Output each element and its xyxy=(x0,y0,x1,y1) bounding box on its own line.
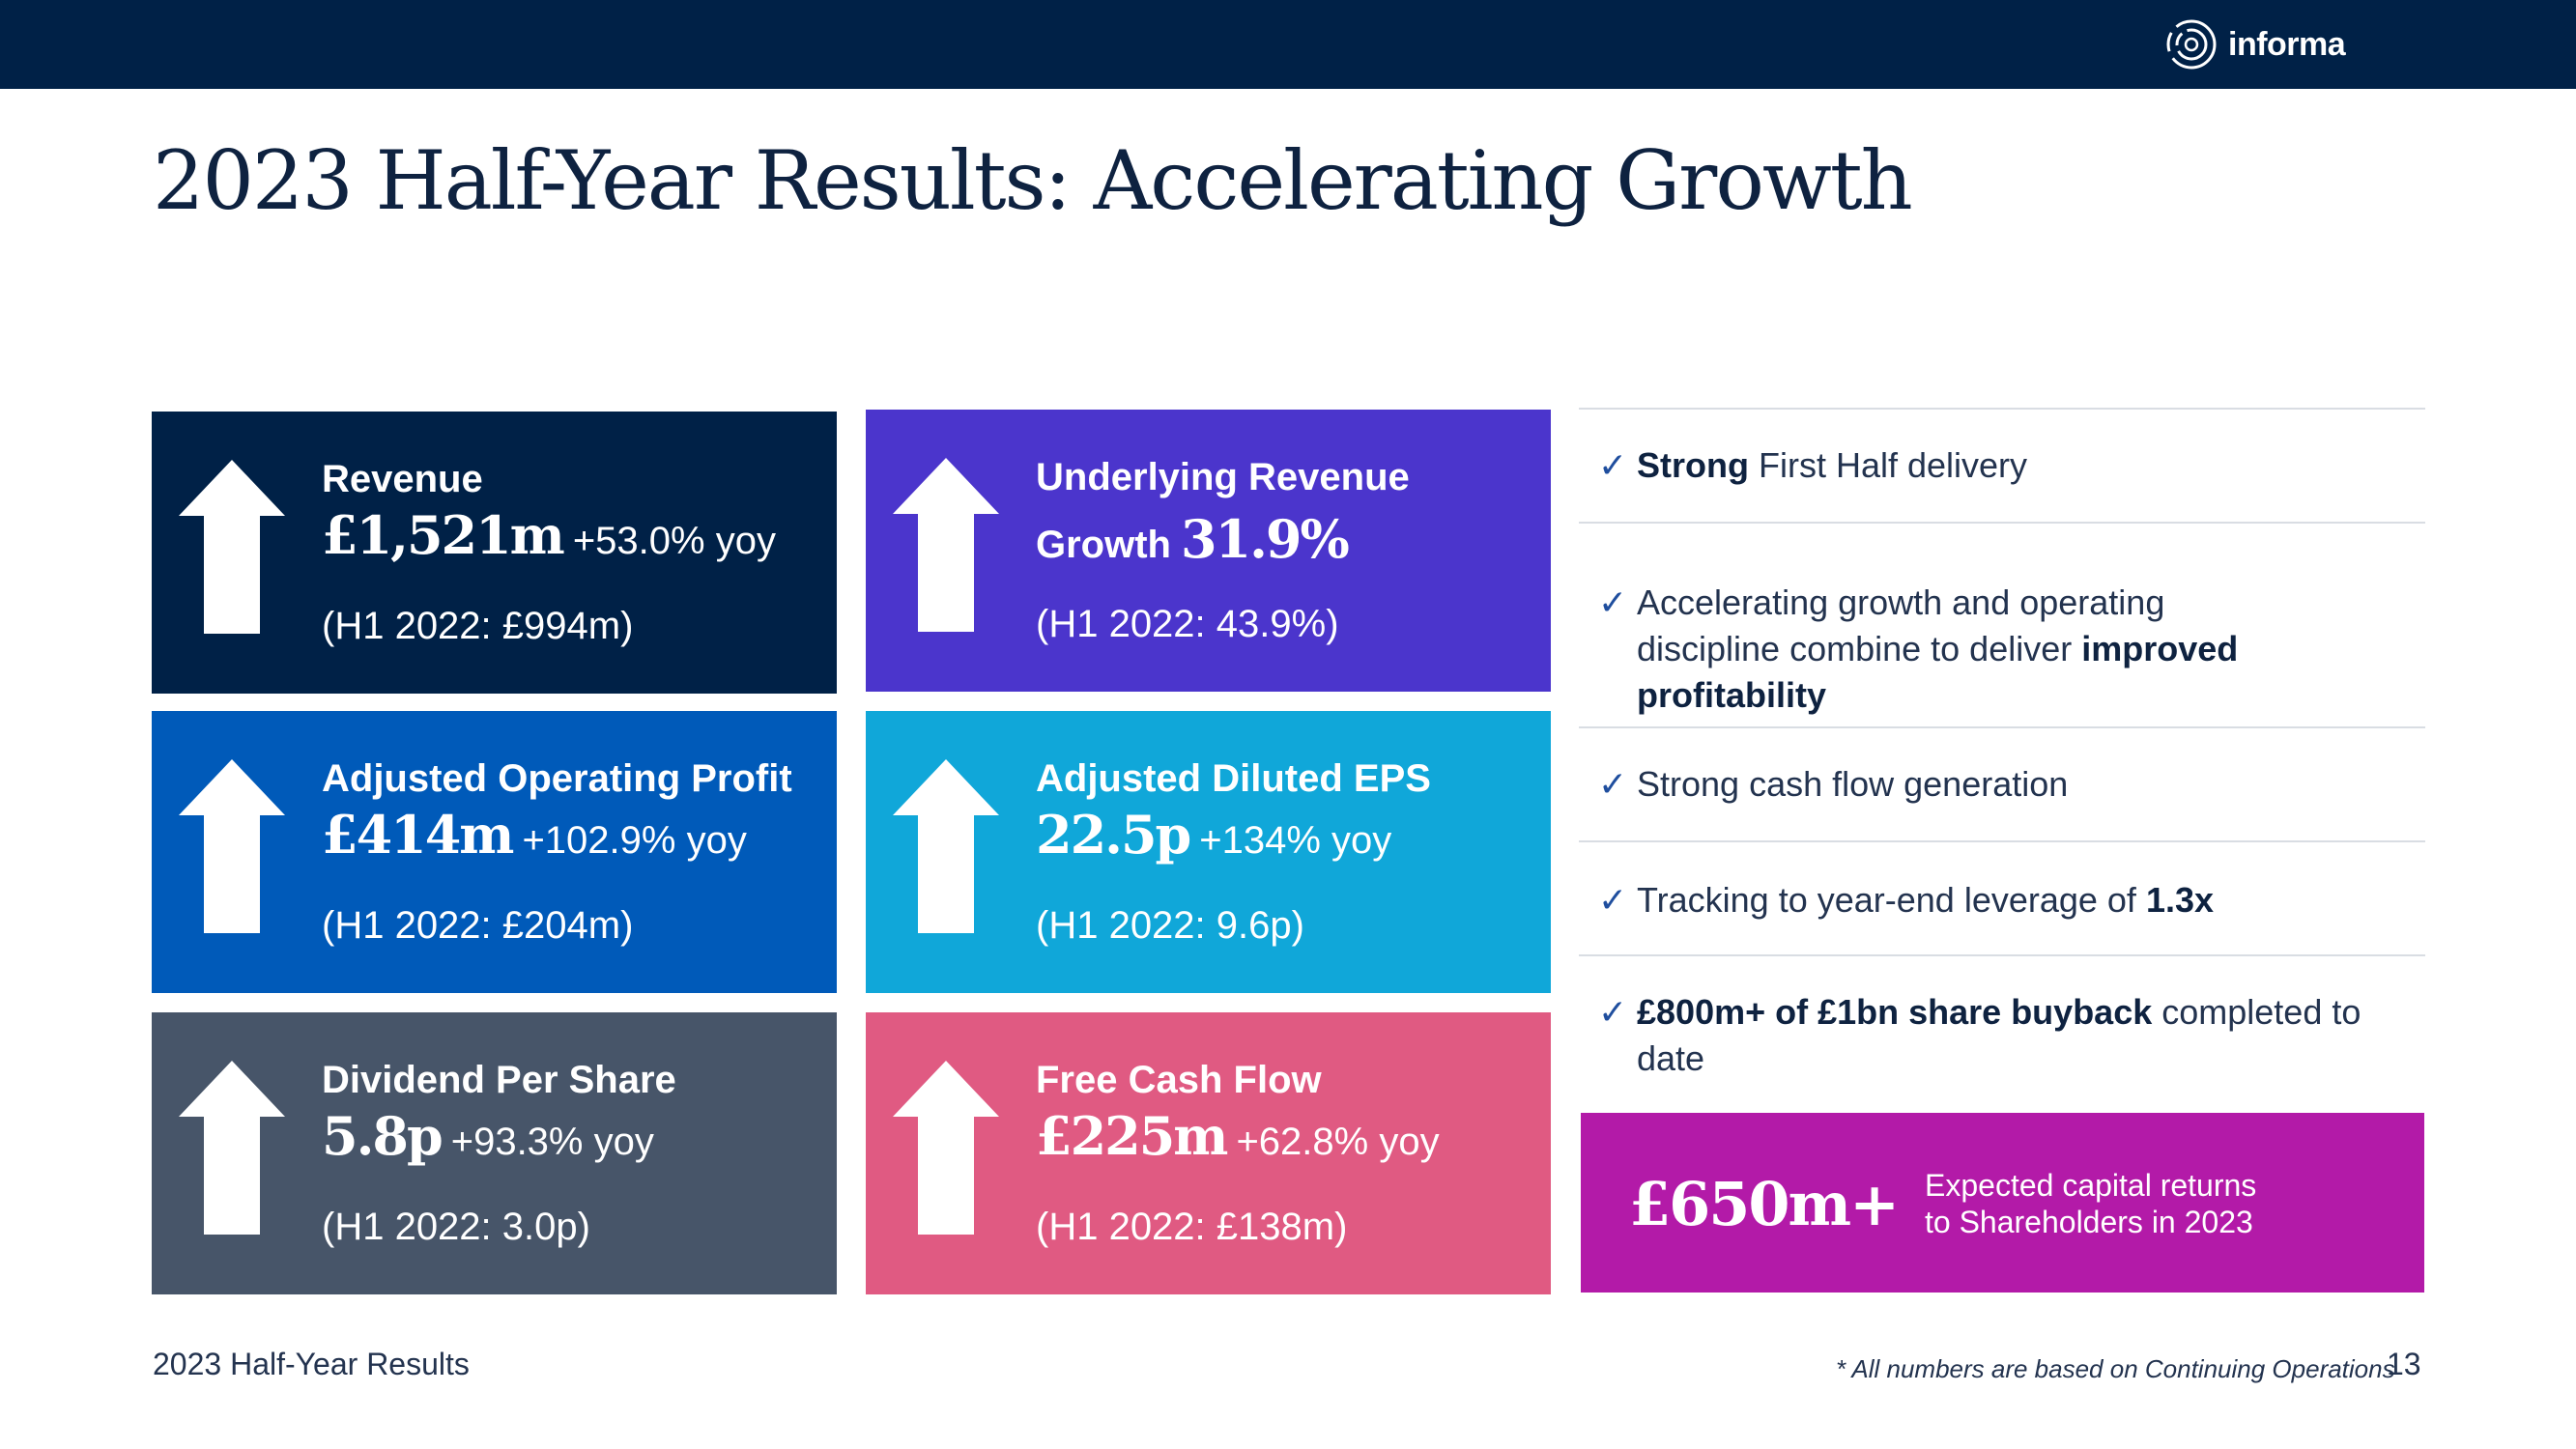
tile-label: Adjusted Diluted EPS xyxy=(1036,757,1431,800)
tile-revenue: Revenue £1,521m +53.0% yoy (H1 2022: £994… xyxy=(152,412,837,694)
check-bold: Strong xyxy=(1637,445,1749,485)
tile-prior: (H1 2022: £204m) xyxy=(322,904,634,947)
check-bold: 1.3x xyxy=(2145,880,2215,920)
page-number: 13 xyxy=(2387,1347,2421,1381)
divider xyxy=(1579,522,2425,524)
footer-title: 2023 Half-Year Results xyxy=(153,1347,470,1381)
tile-prior: (H1 2022: 43.9%) xyxy=(1036,603,1339,645)
highlight-description: Expected capital returns to Shareholders… xyxy=(1925,1167,2408,1240)
highlight-desc-line: to Shareholders in 2023 xyxy=(1925,1205,2253,1239)
tile-value: 31.9% xyxy=(1180,508,1350,570)
top-bar: informa xyxy=(0,0,2576,89)
up-arrow-icon xyxy=(179,460,285,634)
tile-value-line: £225m +62.8% yoy xyxy=(1036,1105,1440,1167)
check-pre: Tracking to year-end leverage of xyxy=(1637,880,2146,920)
tile-underlying-revenue-growth: Underlying Revenue Growth 31.9% (H1 2022:… xyxy=(866,410,1551,692)
check-text: Tracking to year-end leverage of 1.3x xyxy=(1637,877,2429,923)
divider xyxy=(1579,408,2425,410)
tile-prior: (H1 2022: £994m) xyxy=(322,605,634,647)
tile-prior: (H1 2022: £138m) xyxy=(1036,1206,1348,1248)
check-rest: completed to date xyxy=(1637,992,2361,1078)
tile-label: Free Cash Flow xyxy=(1036,1059,1322,1101)
tile-adjusted-diluted-eps: Adjusted Diluted EPS 22.5p +134% yoy (H1 … xyxy=(866,711,1551,993)
tile-yoy: +134% yoy xyxy=(1199,819,1392,862)
tile-label-continued: Growth 31.9% xyxy=(1036,508,1350,570)
tile-adjusted-operating-profit: Adjusted Operating Profit £414m +102.9% y… xyxy=(152,711,837,993)
up-arrow-icon xyxy=(179,1061,285,1235)
check-bold: improved profitability xyxy=(1637,629,2239,715)
divider xyxy=(1579,954,2425,956)
check-text: £800m+ of £1bn share buyback completed t… xyxy=(1637,989,2429,1082)
up-arrow-icon xyxy=(179,759,285,933)
tile-yoy: +102.9% yoy xyxy=(522,819,747,862)
tile-label: Dividend Per Share xyxy=(322,1059,676,1101)
check-text: Accelerating growth and operating discip… xyxy=(1637,580,2313,719)
tile-label: Revenue xyxy=(322,458,483,500)
tile-value: £414m xyxy=(322,804,514,866)
divider xyxy=(1579,840,2425,842)
highlight-desc-line: Expected capital returns xyxy=(1925,1168,2257,1203)
checkmark-icon: ✓ xyxy=(1598,445,1628,485)
tile-dividend-per-share: Dividend Per Share 5.8p +93.3% yoy (H1 20… xyxy=(152,1012,837,1294)
check-bold: £800m+ of £1bn share buyback xyxy=(1637,992,2153,1032)
tile-yoy: +62.8% yoy xyxy=(1236,1121,1440,1163)
tile-value-line: £414m +102.9% yoy xyxy=(322,804,747,866)
check-text: Strong cash flow generation xyxy=(1637,761,2429,808)
tile-label-cont: Growth xyxy=(1036,524,1171,566)
checkmark-icon: ✓ xyxy=(1598,992,1628,1032)
tile-value-line: 5.8p +93.3% yoy xyxy=(322,1105,654,1167)
checkmark-icon: ✓ xyxy=(1598,582,1628,622)
tile-value-line: £1,521m +53.0% yoy xyxy=(322,504,776,566)
tile-value-line: 22.5p +134% yoy xyxy=(1036,804,1391,866)
tile-yoy: +53.0% yoy xyxy=(572,520,776,562)
up-arrow-icon xyxy=(893,1061,999,1235)
check-pre: Accelerating growth and operating discip… xyxy=(1637,582,2165,668)
check-rest: First Half delivery xyxy=(1748,445,2028,485)
tile-value: £225m xyxy=(1036,1105,1228,1167)
check-pre: Strong cash flow generation xyxy=(1637,764,2069,804)
divider xyxy=(1579,726,2425,728)
tile-free-cash-flow: Free Cash Flow £225m +62.8% yoy (H1 2022:… xyxy=(866,1012,1551,1294)
up-arrow-icon xyxy=(893,458,999,632)
logo-text: informa xyxy=(2228,25,2346,63)
checkmark-icon: ✓ xyxy=(1598,764,1628,804)
informa-logo-icon xyxy=(2166,19,2217,70)
up-arrow-icon xyxy=(893,759,999,933)
tile-prior: (H1 2022: 9.6p) xyxy=(1036,904,1304,947)
tile-value: 5.8p xyxy=(322,1105,444,1167)
highlight-amount: £650m+ xyxy=(1629,1169,1900,1239)
tile-value: £1,521m xyxy=(322,504,565,566)
check-text: Strong First Half delivery xyxy=(1637,442,2429,489)
tile-yoy: +93.3% yoy xyxy=(450,1121,654,1163)
capital-returns-highlight: £650m+ Expected capital returns to Share… xyxy=(1581,1113,2424,1293)
page-title: 2023 Half-Year Results: Accelerating Gro… xyxy=(153,133,1913,228)
informa-logo: informa xyxy=(2164,17,2346,71)
tile-prior: (H1 2022: 3.0p) xyxy=(322,1206,590,1248)
footer-note: * All numbers are based on Continuing Op… xyxy=(1836,1354,2395,1383)
tile-value: 22.5p xyxy=(1036,804,1191,866)
tile-label: Underlying Revenue xyxy=(1036,456,1410,498)
tile-label: Adjusted Operating Profit xyxy=(322,757,792,800)
checkmark-icon: ✓ xyxy=(1598,880,1628,920)
